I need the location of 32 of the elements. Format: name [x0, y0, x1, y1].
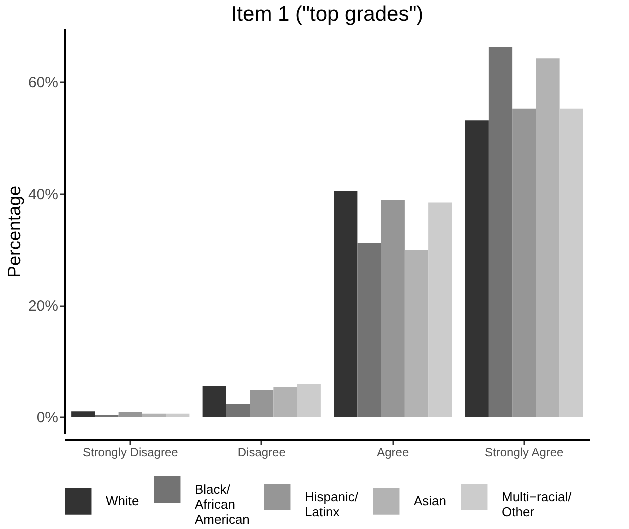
bar — [202, 386, 226, 418]
bar — [428, 202, 452, 418]
bar — [250, 390, 274, 418]
x-tick-label: Disagree — [238, 446, 286, 460]
bar — [536, 58, 560, 418]
bar — [118, 412, 142, 418]
bar — [560, 108, 584, 418]
bar — [358, 242, 382, 418]
y-tick-label: 0% — [36, 410, 58, 427]
y-tick-label: 40% — [28, 186, 58, 204]
y-tick-label: 60% — [28, 74, 58, 92]
x-tick-label: Agree — [377, 446, 410, 460]
legend-label: Asian — [414, 494, 447, 509]
legend-label: Hispanic/ Latinx — [305, 489, 359, 520]
bar — [334, 191, 358, 418]
bar — [226, 404, 250, 418]
chart-title: Item 1 ("top grades") — [231, 3, 424, 26]
bar — [512, 108, 536, 418]
bar — [274, 387, 298, 418]
bar — [404, 250, 429, 418]
bar — [381, 200, 405, 418]
y-tick-label: 20% — [28, 298, 58, 316]
legend-label: Black/ African American — [195, 482, 250, 527]
bar — [488, 47, 513, 418]
x-tick-label: Strongly Disagree — [82, 446, 179, 460]
bar — [297, 384, 321, 418]
bar — [72, 412, 96, 418]
x-tick-label: Strongly Agree — [485, 446, 564, 460]
legend-label: Multi−racial/ Other — [502, 489, 572, 520]
legend-label: White — [106, 494, 140, 509]
y-axis-title: Percentage — [4, 186, 24, 278]
bar — [465, 120, 489, 418]
